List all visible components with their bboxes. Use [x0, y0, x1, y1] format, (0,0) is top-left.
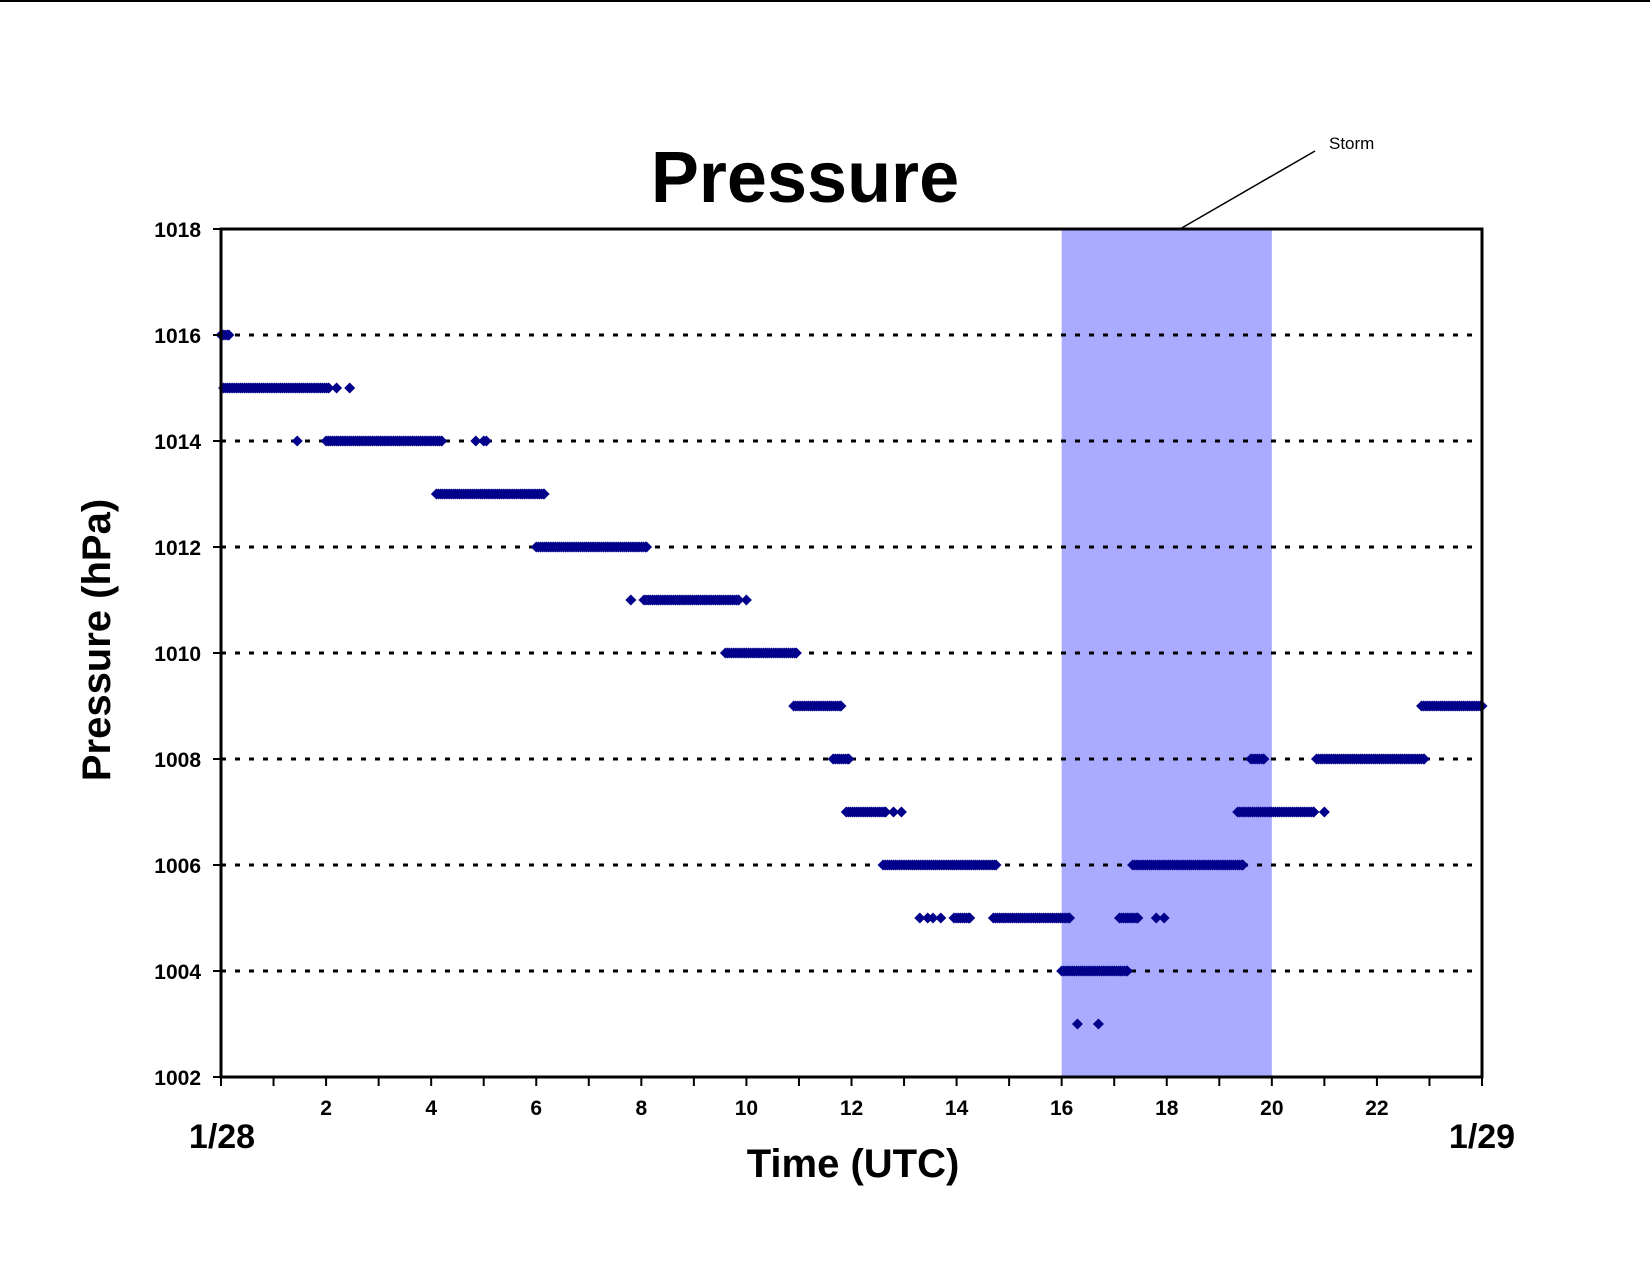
y-tick-label: 1004 — [154, 961, 201, 984]
y-tick-label: 1014 — [154, 431, 201, 454]
x-tick-label: 20 — [1260, 1097, 1283, 1120]
data-point — [927, 912, 939, 924]
storm-highlight-band — [1061, 229, 1272, 1077]
data-point — [538, 488, 550, 500]
data-point — [880, 806, 892, 818]
data-point — [935, 912, 947, 924]
x-date-start-label: 1/28 — [189, 1118, 255, 1156]
x-tick-label: 2 — [320, 1097, 332, 1120]
gridlines — [221, 333, 1482, 973]
x-tick-label: 8 — [635, 1097, 647, 1120]
x-tick-label: 16 — [1050, 1097, 1073, 1120]
data-point — [733, 594, 745, 606]
data-point — [914, 912, 926, 924]
x-axis-label: Time (UTC) — [747, 1142, 960, 1186]
data-point — [625, 594, 637, 606]
data-point — [1308, 806, 1320, 818]
y-tick-label: 1002 — [154, 1067, 201, 1090]
data-point — [990, 859, 1002, 871]
data-point — [888, 806, 900, 818]
data-point — [223, 329, 235, 341]
data-point — [641, 541, 653, 553]
data-point — [344, 382, 356, 394]
data-point — [1132, 912, 1144, 924]
data-point — [964, 912, 976, 924]
data-point — [1121, 965, 1133, 977]
x-tick-label: 6 — [530, 1097, 542, 1120]
data-point — [1158, 912, 1170, 924]
y-axis-label: Pressure (hPa) — [75, 499, 119, 781]
data-point — [895, 806, 907, 818]
data-point — [1064, 912, 1076, 924]
data-point — [323, 382, 335, 394]
data-point — [331, 382, 343, 394]
x-tick-label: 22 — [1365, 1097, 1388, 1120]
y-tick-label: 1018 — [154, 219, 201, 242]
x-tick-label: 10 — [735, 1097, 758, 1120]
y-tick-label: 1006 — [154, 855, 201, 878]
data-point — [843, 753, 855, 765]
x-tick-label: 12 — [840, 1097, 863, 1120]
data-point — [1150, 912, 1162, 924]
data-point — [835, 700, 847, 712]
x-tick-label: 18 — [1155, 1097, 1179, 1120]
data-point — [470, 435, 482, 447]
y-axis-ticks: 1002 1004 1006 1008 1010 1012 1014 1016 1018 — [154, 219, 221, 1090]
x-axis-ticks: 2 4 6 8 10 12 14 16 18 20 22 — [220, 1077, 1483, 1120]
y-tick-label: 1016 — [154, 325, 201, 348]
y-tick-label: 1010 — [154, 643, 201, 666]
data-point — [480, 435, 492, 447]
y-tick-label: 1012 — [154, 537, 201, 560]
data-point — [1237, 859, 1249, 871]
data-point — [1071, 1018, 1083, 1030]
chart-title: Pressure — [651, 138, 959, 218]
y-tick-label: 1008 — [154, 749, 201, 772]
data-point — [1258, 753, 1270, 765]
data-point — [436, 435, 448, 447]
data-point — [1092, 1018, 1104, 1030]
data-points — [215, 329, 1488, 1030]
data-point — [790, 647, 802, 659]
storm-annotation-label: Storm — [1329, 134, 1374, 153]
x-tick-label: 4 — [425, 1097, 437, 1120]
data-point — [1418, 753, 1430, 765]
storm-annotation-line — [1179, 150, 1316, 230]
data-point — [291, 435, 303, 447]
data-point — [740, 594, 752, 606]
data-point — [1318, 806, 1330, 818]
x-date-end-label: 1/29 — [1449, 1118, 1515, 1156]
x-tick-label: 14 — [945, 1097, 969, 1120]
